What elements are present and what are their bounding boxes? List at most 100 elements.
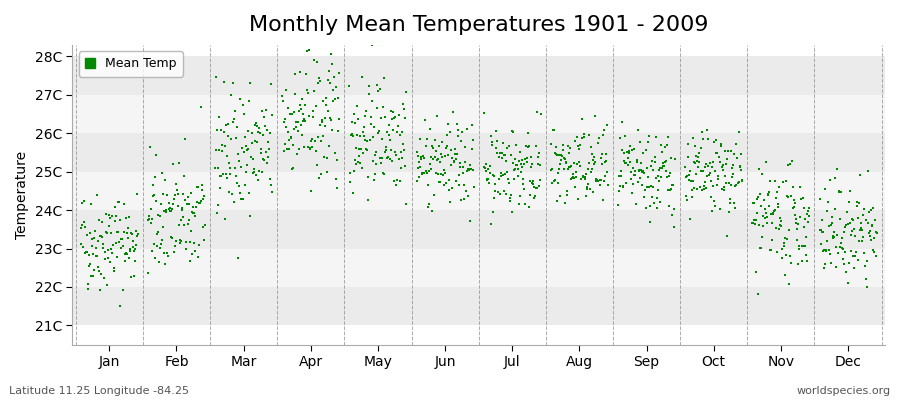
Point bbox=[844, 231, 859, 238]
Point bbox=[88, 228, 103, 235]
Point bbox=[364, 41, 379, 48]
Point bbox=[246, 156, 260, 162]
Point bbox=[831, 250, 845, 256]
Point bbox=[708, 168, 723, 174]
Point bbox=[256, 132, 270, 138]
Point bbox=[170, 203, 184, 209]
Point bbox=[420, 204, 435, 210]
Point bbox=[466, 184, 481, 190]
Point bbox=[643, 203, 657, 209]
Point bbox=[212, 114, 226, 120]
Point bbox=[239, 169, 254, 175]
Point bbox=[758, 215, 772, 221]
Point bbox=[428, 170, 443, 176]
Point bbox=[346, 168, 361, 174]
Point bbox=[347, 120, 362, 126]
Point bbox=[788, 212, 803, 218]
Point bbox=[688, 153, 703, 159]
Point bbox=[505, 128, 519, 134]
Point bbox=[276, 98, 291, 104]
Point bbox=[113, 236, 128, 242]
Point bbox=[690, 164, 705, 170]
Point bbox=[296, 118, 310, 124]
Point bbox=[752, 166, 766, 173]
Point bbox=[343, 179, 357, 186]
Point bbox=[375, 155, 390, 162]
Point bbox=[398, 163, 412, 169]
Point bbox=[260, 127, 274, 133]
Point bbox=[622, 148, 636, 154]
Point bbox=[160, 250, 175, 257]
Point bbox=[120, 251, 134, 257]
Point bbox=[447, 146, 462, 152]
Point bbox=[583, 144, 598, 150]
Point bbox=[746, 219, 760, 226]
Point bbox=[630, 159, 644, 165]
Point bbox=[778, 272, 792, 279]
Point bbox=[220, 133, 235, 139]
Point bbox=[398, 115, 412, 121]
Point bbox=[297, 144, 311, 150]
Point bbox=[287, 126, 302, 132]
Point bbox=[580, 184, 594, 190]
Point bbox=[749, 268, 763, 275]
Point bbox=[461, 166, 475, 173]
Point bbox=[412, 159, 427, 165]
Point bbox=[285, 166, 300, 172]
Point bbox=[835, 255, 850, 262]
Point bbox=[462, 166, 476, 172]
Point bbox=[349, 160, 364, 167]
Point bbox=[185, 210, 200, 216]
Point bbox=[261, 139, 275, 145]
Point bbox=[783, 253, 797, 260]
Point bbox=[251, 176, 266, 183]
Point bbox=[683, 216, 698, 222]
Point bbox=[173, 240, 187, 247]
Point bbox=[410, 178, 424, 184]
Point bbox=[193, 200, 207, 206]
Point bbox=[303, 138, 318, 144]
Point bbox=[313, 78, 328, 84]
Point bbox=[561, 166, 575, 172]
Point bbox=[561, 142, 575, 149]
Point bbox=[439, 142, 454, 149]
Point bbox=[830, 232, 844, 238]
Point bbox=[551, 170, 565, 176]
Point bbox=[376, 75, 391, 82]
Point bbox=[695, 128, 709, 135]
Point bbox=[230, 151, 245, 158]
Point bbox=[325, 61, 339, 68]
Point bbox=[493, 170, 508, 176]
Point bbox=[868, 229, 883, 236]
Point bbox=[330, 127, 345, 134]
Point bbox=[359, 145, 374, 152]
Point bbox=[663, 187, 678, 193]
Point bbox=[814, 241, 828, 247]
Point bbox=[301, 144, 315, 150]
Point bbox=[438, 153, 453, 159]
Point bbox=[140, 217, 155, 223]
Point bbox=[795, 258, 809, 264]
Point bbox=[422, 168, 436, 175]
Point bbox=[84, 201, 98, 208]
Point bbox=[252, 168, 266, 174]
Point bbox=[380, 129, 394, 135]
Point bbox=[278, 141, 293, 147]
Point bbox=[363, 83, 377, 89]
Point bbox=[678, 163, 692, 170]
Point bbox=[306, 114, 320, 120]
Point bbox=[579, 193, 593, 200]
Point bbox=[523, 192, 537, 198]
Point bbox=[275, 98, 290, 104]
Point bbox=[442, 177, 456, 184]
Point bbox=[173, 236, 187, 243]
Point bbox=[158, 261, 173, 267]
Point bbox=[445, 155, 459, 161]
Point bbox=[590, 176, 604, 182]
Point bbox=[770, 249, 785, 256]
Point bbox=[178, 196, 193, 203]
Point bbox=[400, 201, 414, 208]
Point bbox=[755, 171, 770, 177]
Point bbox=[117, 250, 131, 257]
Point bbox=[397, 147, 411, 153]
